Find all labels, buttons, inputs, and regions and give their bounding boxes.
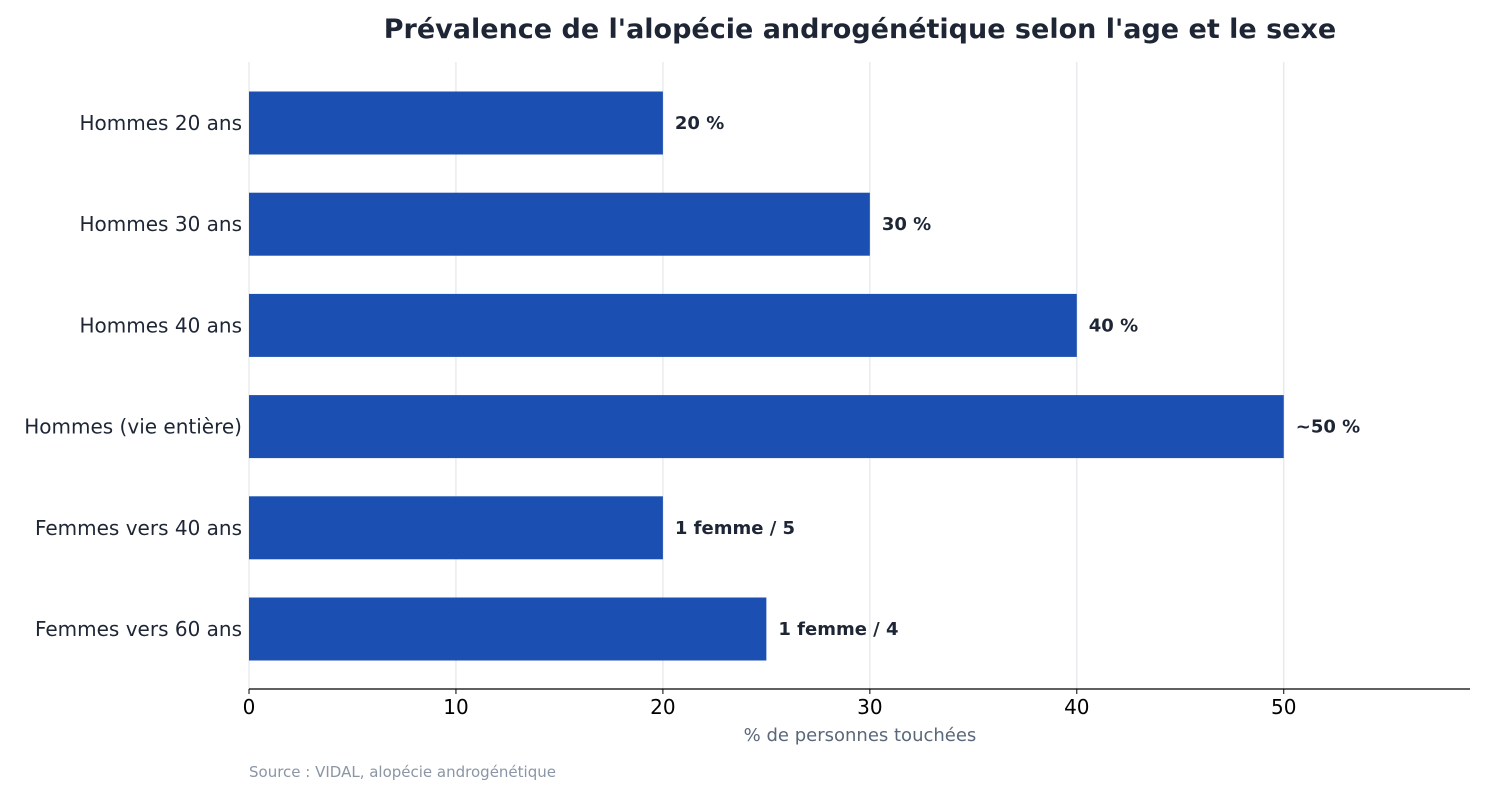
- category-label: Femmes vers 60 ans: [35, 617, 242, 641]
- value-label: 30 %: [882, 214, 931, 235]
- bars: Hommes 20 ans 20 % Hommes 30 ans 30 % Hommes…: [24, 91, 1360, 661]
- x-tick-label: 0: [243, 695, 256, 719]
- value-label: 1 femme / 5: [675, 518, 795, 539]
- category-label: Hommes (vie entière): [24, 415, 242, 439]
- chart-title: Prévalence de l'alopécie androgénétique …: [384, 14, 1336, 45]
- bar: [249, 597, 767, 661]
- value-label: ~50 %: [1296, 417, 1360, 438]
- value-label: 1 femme / 4: [778, 619, 898, 640]
- value-label: 40 %: [1089, 315, 1138, 336]
- x-axis: 0 10 20 30 40 50: [243, 688, 1470, 719]
- category-label: Hommes 30 ans: [80, 212, 242, 236]
- category-label: Hommes 20 ans: [80, 111, 242, 135]
- x-tick-label: 40: [1064, 695, 1089, 719]
- x-tick-label: 10: [443, 695, 468, 719]
- x-tick-label: 20: [650, 695, 675, 719]
- bar: [249, 496, 663, 560]
- grid-lines: [248, 62, 1285, 689]
- value-label: 20 %: [675, 113, 724, 134]
- x-axis-title: % de personnes touchées: [744, 725, 977, 746]
- bar: [249, 91, 663, 155]
- bar: [249, 192, 870, 256]
- category-label: Femmes vers 40 ans: [35, 516, 242, 540]
- category-label: Hommes 40 ans: [80, 313, 242, 337]
- bar: [249, 293, 1077, 357]
- source-note: Source : VIDAL, alopécie androgénétique: [249, 763, 556, 781]
- bar: [249, 395, 1284, 459]
- x-tick-label: 30: [857, 695, 882, 719]
- x-tick-label: 50: [1271, 695, 1296, 719]
